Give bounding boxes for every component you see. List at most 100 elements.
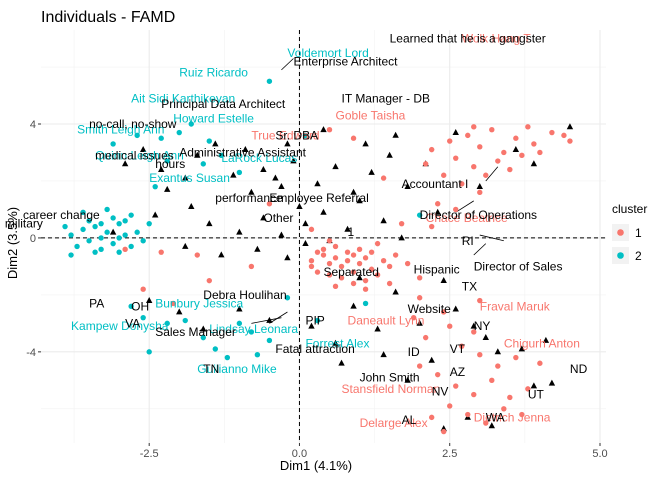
cluster-1-point [471,329,477,335]
cluster-1-point [483,172,489,178]
x-axis-label: Dim1 (4.1%) [280,458,352,473]
cluster-1-point [350,135,357,141]
cluster-1-point [471,391,477,398]
cluster-2-point [134,132,140,139]
cluster-2-point [212,346,219,352]
point-labels: Voldemort Lord Ruiz Ricardo Ait Sidi Karth… [5,32,588,431]
cluster-2-point [218,152,225,159]
cluster-1-point [465,132,471,139]
cluster-1-point [531,141,537,147]
individual-label: Lindsay Leonara [209,322,298,336]
cluster-2-point [164,320,170,327]
category-label: RI [462,234,474,248]
cluster-1-point [374,272,381,278]
cluster-1-point [392,252,399,258]
cluster-1-point [428,223,435,230]
label-leader-lines [251,58,504,324]
cluster-1-point [326,260,333,267]
category-label: Website [408,302,451,316]
category-point [145,296,153,303]
category-label: Hispanic [414,262,460,276]
category-label: VT [450,342,466,356]
category-point [338,359,345,366]
category-label: TN [203,362,219,376]
category-point [302,240,309,247]
cluster-1-point [350,280,357,287]
cluster-2-point [266,337,273,344]
cluster-1-point [453,155,459,161]
cluster-1-point [206,277,212,284]
individual-label: Chace Beatrice [426,211,508,225]
cluster-1-point [447,403,453,409]
cluster-2-point [134,229,140,235]
cluster-2-point [116,235,122,241]
category-label: IT Manager - DB [342,91,430,105]
y-tick-label: 4 [30,119,36,131]
legend-label-2: 2 [635,249,642,263]
cluster-1-point [344,249,351,255]
cluster-1-point [308,258,315,264]
cluster-2-point [266,78,273,84]
cluster-2-point [86,218,92,224]
category-point [109,228,117,235]
category-point [542,336,550,343]
cluster-1-point [519,411,525,418]
cluster-1-point [386,280,393,287]
category-point [278,183,285,190]
individual-label: Chigurh Anton [504,336,580,350]
category-point [380,217,387,224]
category-point [236,305,243,312]
cluster-1-point [350,252,357,258]
category-point [518,345,526,352]
cluster-2-point [98,246,104,253]
category-point [428,356,435,363]
category-label: performance [215,191,283,205]
cluster-1-point [537,360,543,366]
cluster-2-point [128,212,134,218]
category-point [308,322,315,329]
cluster-1-point [513,135,519,141]
individual-label: Dietrich Jenna [474,410,551,424]
cluster-2-point [80,209,86,215]
cluster-1-point [477,144,483,150]
cluster-1-point [525,124,531,130]
cluster-2-point [200,161,206,167]
category-point [512,146,520,153]
cluster-2-point [416,212,423,218]
cluster-1-point [507,394,513,401]
category-label: PIP [305,314,324,328]
category-point [476,183,483,190]
cluster-1-point [308,226,315,233]
category-point [350,302,357,309]
cluster-1-point [435,201,441,207]
cluster-1-point [489,126,495,133]
cluster-1-point [495,363,501,369]
cluster-1-point [398,220,405,227]
cluster-1-point [362,255,369,261]
individual-label: Goble Taisha [336,108,406,122]
category-label: medical issues [95,148,174,162]
cluster-1-point [483,420,489,426]
cluster-1-point [428,414,435,421]
cluster-1-point [266,201,273,207]
category-point [254,245,261,252]
cluster-1-point [314,249,321,255]
category-point [260,165,267,172]
cluster-2-point [224,354,231,361]
cluster-1-point [507,166,513,173]
y-axis-label: Dim2 (3.5%) [5,207,20,279]
cluster-1-point [368,266,375,272]
cluster-1-point [380,175,387,181]
category-label: Director of Sales [474,259,563,273]
cluster-1-point [441,428,447,435]
cluster-1-point [170,300,176,307]
cluster-1-point [158,249,164,255]
category-label: NY [474,319,491,333]
cluster-1-point [332,243,339,250]
cluster-1-point [519,152,525,159]
cluster-2-point [98,235,104,241]
cluster-2-point [362,300,369,307]
category-point [302,220,309,227]
cluster-1-point [428,146,435,153]
cluster-2-point [152,183,158,190]
